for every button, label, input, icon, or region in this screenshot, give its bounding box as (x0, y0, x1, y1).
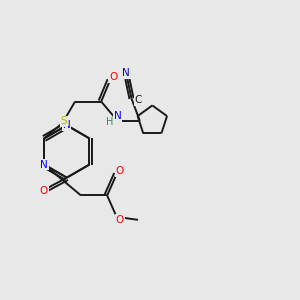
Text: N: N (122, 68, 130, 78)
Text: O: O (116, 166, 124, 176)
Text: N: N (114, 111, 122, 122)
Text: O: O (109, 72, 117, 82)
Text: N: N (63, 120, 71, 130)
Text: S: S (61, 116, 68, 127)
Text: H: H (106, 117, 113, 128)
Text: O: O (116, 215, 124, 225)
Text: O: O (40, 186, 48, 196)
Text: N: N (40, 160, 48, 170)
Text: C: C (134, 95, 142, 105)
